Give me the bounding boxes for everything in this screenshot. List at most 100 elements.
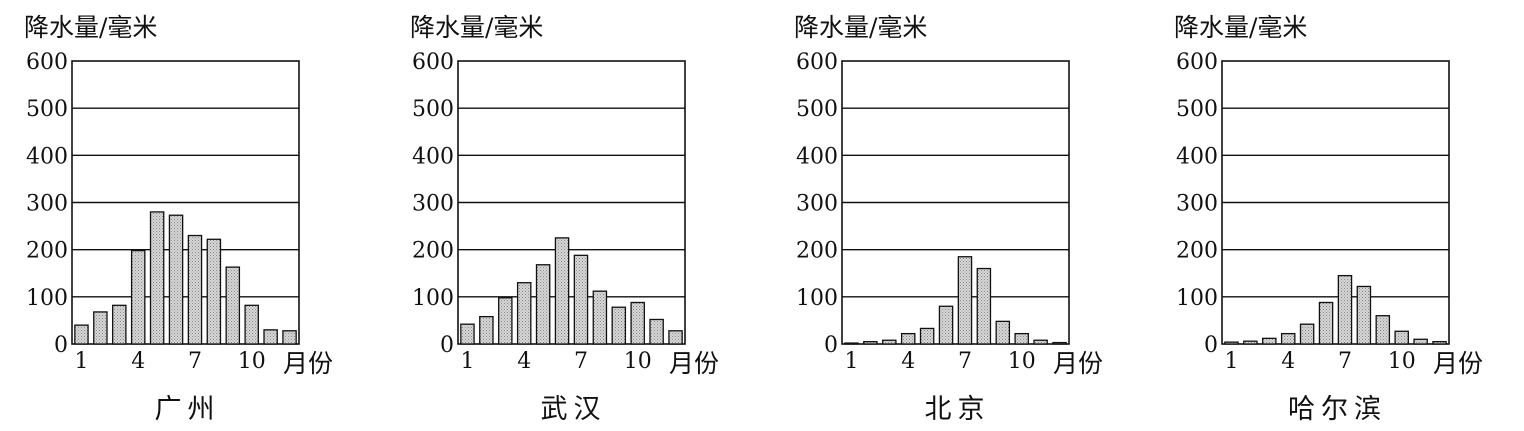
bar [1014,332,1029,345]
bar [668,330,683,345]
bar [957,256,973,345]
bar [244,304,259,345]
bar [93,311,108,345]
bar [263,329,278,345]
y-tick-label: 300 [1176,192,1218,217]
bar [976,267,992,345]
bar [611,306,627,345]
bar [1375,315,1391,345]
y-tick-label: 200 [412,239,454,264]
x-tick-label: 4 [1281,349,1295,374]
y-tick-label: 0 [824,333,838,358]
y-tick-label: 500 [26,97,68,122]
chart-title: 广州 [155,394,221,425]
y-tick-label: 600 [412,50,454,75]
chart-title: 北京 [925,394,991,425]
bar [995,320,1011,345]
y-axis-label: 降水量/毫米 [794,13,927,42]
chart-title: 武汉 [541,394,607,425]
x-tick-label: 10 [1388,349,1416,374]
bar [516,282,532,345]
x-tick-label: 1 [844,349,858,374]
y-axis-label: 降水量/毫米 [1174,13,1307,42]
y-tick-label: 100 [1176,286,1218,311]
bar [187,234,203,345]
y-tick-label: 300 [26,192,68,217]
x-tick-label: 1 [460,349,474,374]
x-tick-label: 4 [901,349,915,374]
bar [149,211,165,345]
bar [554,237,570,345]
y-tick-label: 100 [26,286,68,311]
y-tick-label: 100 [412,286,454,311]
y-tick-label: 500 [412,97,454,122]
bar [592,290,608,345]
x-tick-label: 7 [574,349,588,374]
x-tick-label: 4 [517,349,531,374]
bar [1243,340,1258,345]
x-axis-label: 月份 [283,349,333,378]
x-tick-label: 1 [74,349,88,374]
y-tick-label: 200 [26,239,68,264]
y-tick-label: 600 [1176,50,1218,75]
bar [1052,341,1067,345]
bar [460,323,475,345]
bar [1394,330,1409,345]
x-tick-label: 10 [624,349,652,374]
bar [1318,301,1334,345]
bar [844,342,859,345]
y-axis-label: 降水量/毫米 [24,13,157,42]
y-tick-label: 300 [796,192,838,217]
x-tick-label: 7 [958,349,972,374]
bar [74,324,89,345]
y-tick-label: 500 [796,97,838,122]
bar [938,305,954,345]
bar [1413,338,1428,345]
y-tick-label: 500 [1176,97,1218,122]
bar [1337,274,1353,345]
y-tick-label: 600 [796,50,838,75]
y-tick-label: 600 [26,50,68,75]
bar [649,318,664,345]
y-tick-label: 200 [1176,239,1218,264]
bar [573,254,589,345]
y-tick-label: 100 [796,286,838,311]
bar [130,249,146,345]
y-axis-label: 降水量/毫米 [410,13,543,42]
x-axis-label: 月份 [1433,349,1483,378]
y-tick-label: 400 [412,144,454,169]
y-tick-label: 0 [1204,333,1218,358]
y-tick-label: 0 [440,333,454,358]
bar [900,332,916,345]
y-tick-label: 400 [1176,144,1218,169]
bar [206,238,222,345]
x-tick-label: 7 [1338,349,1352,374]
y-tick-label: 400 [26,144,68,169]
bar [225,266,241,345]
bar [535,264,551,345]
bar [1262,337,1277,345]
x-tick-label: 4 [131,349,145,374]
bar [112,304,127,345]
x-tick-label: 1 [1224,349,1238,374]
bar [1224,341,1239,345]
bar [282,330,297,345]
bar [863,340,878,345]
bar [919,327,935,345]
y-tick-label: 0 [54,333,68,358]
bar [1033,339,1048,345]
y-tick-label: 300 [412,192,454,217]
y-tick-label: 400 [796,144,838,169]
bar [1280,332,1296,345]
bar [168,214,184,345]
y-tick-label: 200 [796,239,838,264]
bar [1299,323,1315,345]
bar [630,301,645,345]
x-tick-label: 10 [1008,349,1036,374]
bar [498,297,513,345]
x-axis-label: 月份 [1053,349,1103,378]
